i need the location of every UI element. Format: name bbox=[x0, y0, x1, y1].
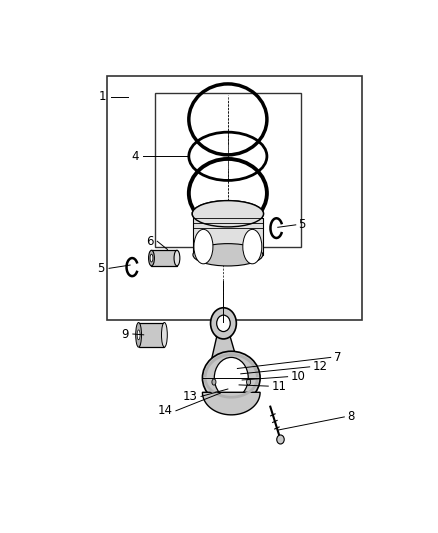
Text: 9: 9 bbox=[121, 327, 129, 341]
Text: 10: 10 bbox=[291, 370, 306, 383]
Ellipse shape bbox=[136, 322, 141, 347]
Text: 1: 1 bbox=[99, 90, 106, 103]
Text: 14: 14 bbox=[158, 404, 173, 417]
Ellipse shape bbox=[277, 435, 284, 444]
Ellipse shape bbox=[202, 351, 260, 405]
Ellipse shape bbox=[214, 358, 248, 399]
Text: 7: 7 bbox=[334, 351, 341, 364]
Ellipse shape bbox=[212, 379, 216, 385]
Ellipse shape bbox=[193, 244, 263, 266]
Text: 3: 3 bbox=[220, 320, 227, 333]
Ellipse shape bbox=[174, 251, 180, 266]
Text: 6: 6 bbox=[146, 235, 153, 248]
Text: 8: 8 bbox=[347, 410, 355, 423]
Ellipse shape bbox=[217, 315, 230, 332]
Bar bbox=[152, 251, 177, 266]
Ellipse shape bbox=[247, 379, 251, 385]
Text: 5: 5 bbox=[98, 262, 105, 275]
Ellipse shape bbox=[192, 200, 264, 227]
Polygon shape bbox=[202, 392, 260, 415]
Ellipse shape bbox=[137, 330, 140, 340]
Ellipse shape bbox=[148, 251, 155, 266]
Text: 12: 12 bbox=[313, 360, 328, 373]
Bar bbox=[155, 93, 301, 247]
Ellipse shape bbox=[194, 229, 213, 264]
Text: 4: 4 bbox=[131, 150, 139, 163]
Ellipse shape bbox=[192, 200, 264, 227]
Polygon shape bbox=[209, 336, 240, 370]
Bar bbox=[138, 322, 164, 347]
Text: 5: 5 bbox=[298, 219, 306, 231]
Bar bbox=[193, 218, 263, 255]
Ellipse shape bbox=[243, 229, 262, 264]
Text: 11: 11 bbox=[271, 379, 286, 393]
Ellipse shape bbox=[162, 322, 167, 347]
Ellipse shape bbox=[150, 254, 153, 262]
Ellipse shape bbox=[211, 308, 237, 339]
Bar bbox=[107, 76, 362, 320]
Text: 13: 13 bbox=[183, 390, 198, 403]
